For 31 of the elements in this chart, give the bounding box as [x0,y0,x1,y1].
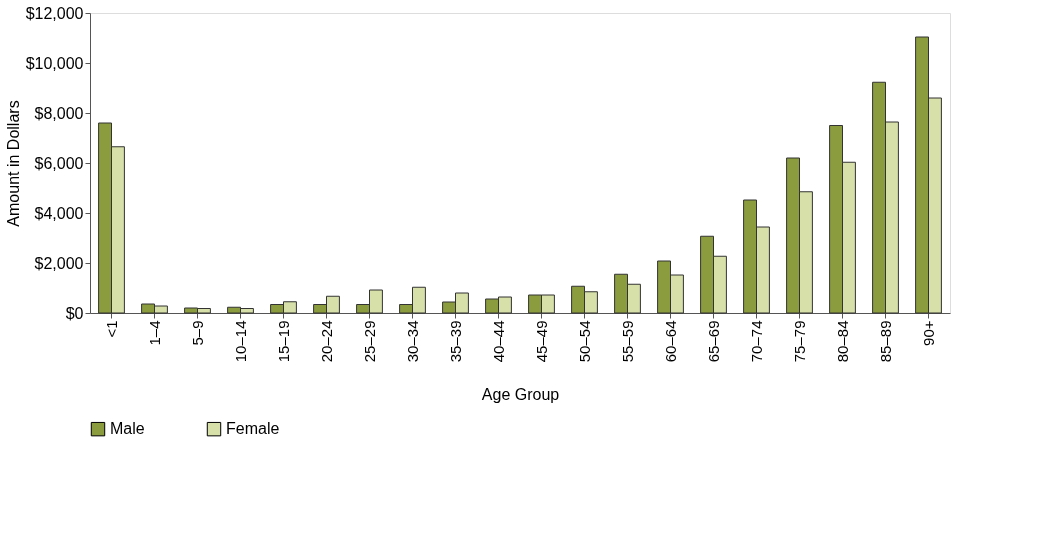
y-tick-label: $10,000 [25,54,84,72]
x-tick-label: 1–4 [145,320,163,346]
x-tick-label: 40–44 [489,320,507,363]
x-tick-label: 25–29 [360,320,378,363]
x-tick-label: 65–69 [704,320,722,363]
y-tick-label: $6,000 [34,154,84,172]
legend-label: Male [110,420,145,438]
x-axis-title: Age Group [481,386,560,404]
x-tick-label: 15–19 [274,320,292,363]
y-tick-label: $2,000 [34,254,84,272]
x-tick-label: 70–74 [747,320,765,363]
x-tick-label: 10–14 [231,320,249,363]
x-tick-label: 85–89 [876,320,894,363]
x-tick-label: 45–49 [532,320,550,363]
x-tick-label: 55–59 [618,320,636,363]
legend-label: Female [226,420,280,438]
y-tick-label: $8,000 [34,104,84,122]
x-tick-label: 80–84 [833,320,851,363]
y-tick-label: $0 [65,304,84,322]
y-axis-title: Amount in Dollars [4,100,22,227]
x-tick-label: 50–54 [575,320,593,363]
x-tick-label: 60–64 [661,320,679,363]
x-tick-label: 75–79 [790,320,808,363]
y-tick-label: $4,000 [34,204,84,222]
x-tick-label: 90+ [919,320,937,346]
x-tick-label: 20–24 [317,320,335,363]
y-tick-label: $12,000 [25,4,84,22]
x-tick-label: 35–39 [446,320,464,363]
x-tick-label: 5–9 [188,320,206,346]
x-tick-label: <1 [102,320,120,338]
x-tick-label: 30–34 [403,320,421,363]
